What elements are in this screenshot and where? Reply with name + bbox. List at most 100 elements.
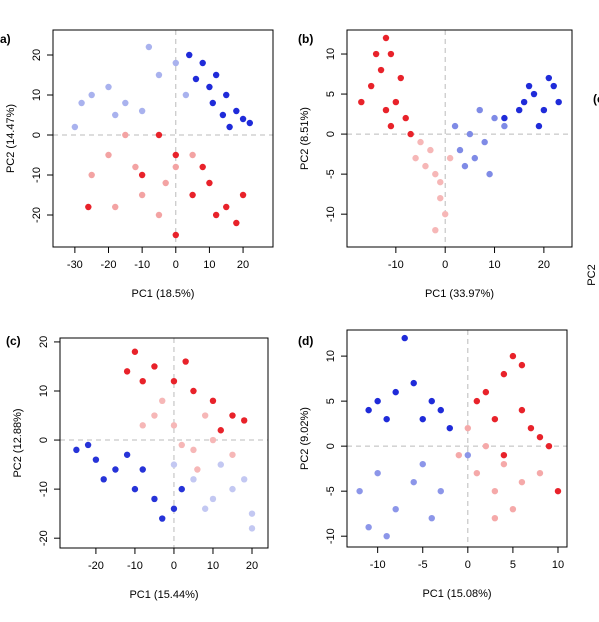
point [85,203,92,211]
x-tick-label: 5 [510,559,516,571]
point [437,178,444,186]
y-axis-label: PC2 [586,264,598,285]
y-tick-label: 10 [38,385,50,397]
point [486,170,493,178]
panel-label: (c) [6,334,21,348]
y-axis-label: PC2 (8.51%) [299,107,311,170]
y-tick-label: 5 [325,398,337,404]
point [248,510,256,517]
point [407,130,414,138]
plot-box [346,329,568,548]
y-tick-label: 0 [325,443,337,449]
point [550,82,557,90]
point [199,59,206,67]
x-tick-label: 0 [171,560,177,572]
point [112,203,119,211]
y-tick-label: 10 [325,350,337,362]
point [201,505,209,512]
point [178,485,185,493]
point [432,226,439,234]
point [162,179,169,187]
point [239,115,247,123]
point [240,476,248,483]
point [383,415,390,423]
point [223,91,230,99]
y-tick-label: 0 [31,132,43,138]
point [473,469,481,477]
point [516,106,523,114]
point [170,461,178,468]
point [189,151,196,159]
point [172,163,179,171]
point [410,379,417,387]
point [88,91,95,99]
point [223,203,230,211]
point [387,50,395,58]
point [374,397,381,405]
point [455,451,463,459]
point [155,131,163,139]
point [518,478,526,486]
point [122,131,129,139]
point [545,74,553,82]
x-axis-label: PC1 (15.08%) [422,588,491,600]
point [138,107,146,115]
point [432,170,439,178]
point [536,433,544,441]
point [437,487,444,495]
point [518,361,526,369]
point [92,456,100,463]
x-tick-label: -5 [418,559,428,571]
point [159,397,166,405]
point [151,412,158,419]
plot-box [52,29,274,248]
point [356,487,363,495]
point [209,436,217,444]
point [473,397,481,405]
y-tick-label: 20 [38,336,50,348]
point [212,71,220,79]
point [151,363,158,370]
x-tick-label: -10 [388,259,404,271]
x-tick-label: 20 [246,560,258,572]
point [374,469,381,477]
point [172,231,179,239]
x-axis-label: PC1 (33.97%) [425,288,494,300]
point [105,83,112,91]
y-tick-label: 0 [38,437,50,443]
x-tick-label: 0 [465,559,471,571]
point [402,114,409,122]
x-tick-label: 10 [207,560,219,572]
point [178,441,185,449]
panel-label: (d) [298,334,313,348]
point [189,191,196,199]
point [383,532,390,540]
point [464,424,472,432]
point [417,138,424,146]
point [192,75,200,83]
x-tick-label: -10 [127,560,143,572]
point [172,151,179,159]
point [476,106,483,114]
point [186,51,193,59]
point [428,397,435,405]
point [392,388,399,396]
point [554,487,562,495]
x-tick-label: 10 [552,559,564,571]
point [367,82,375,90]
point [138,171,146,179]
point [139,377,146,385]
y-axis-label: PC2 (12.88%) [12,408,24,477]
x-tick-label: -10 [370,559,386,571]
point [456,146,464,154]
point [491,514,499,522]
point [410,478,417,486]
point [500,460,508,468]
x-tick-label: 10 [488,259,500,271]
point [131,348,139,355]
point [217,427,224,434]
point [100,476,107,483]
y-tick-label: -5 [325,486,337,496]
point [397,74,404,82]
point [464,451,472,459]
